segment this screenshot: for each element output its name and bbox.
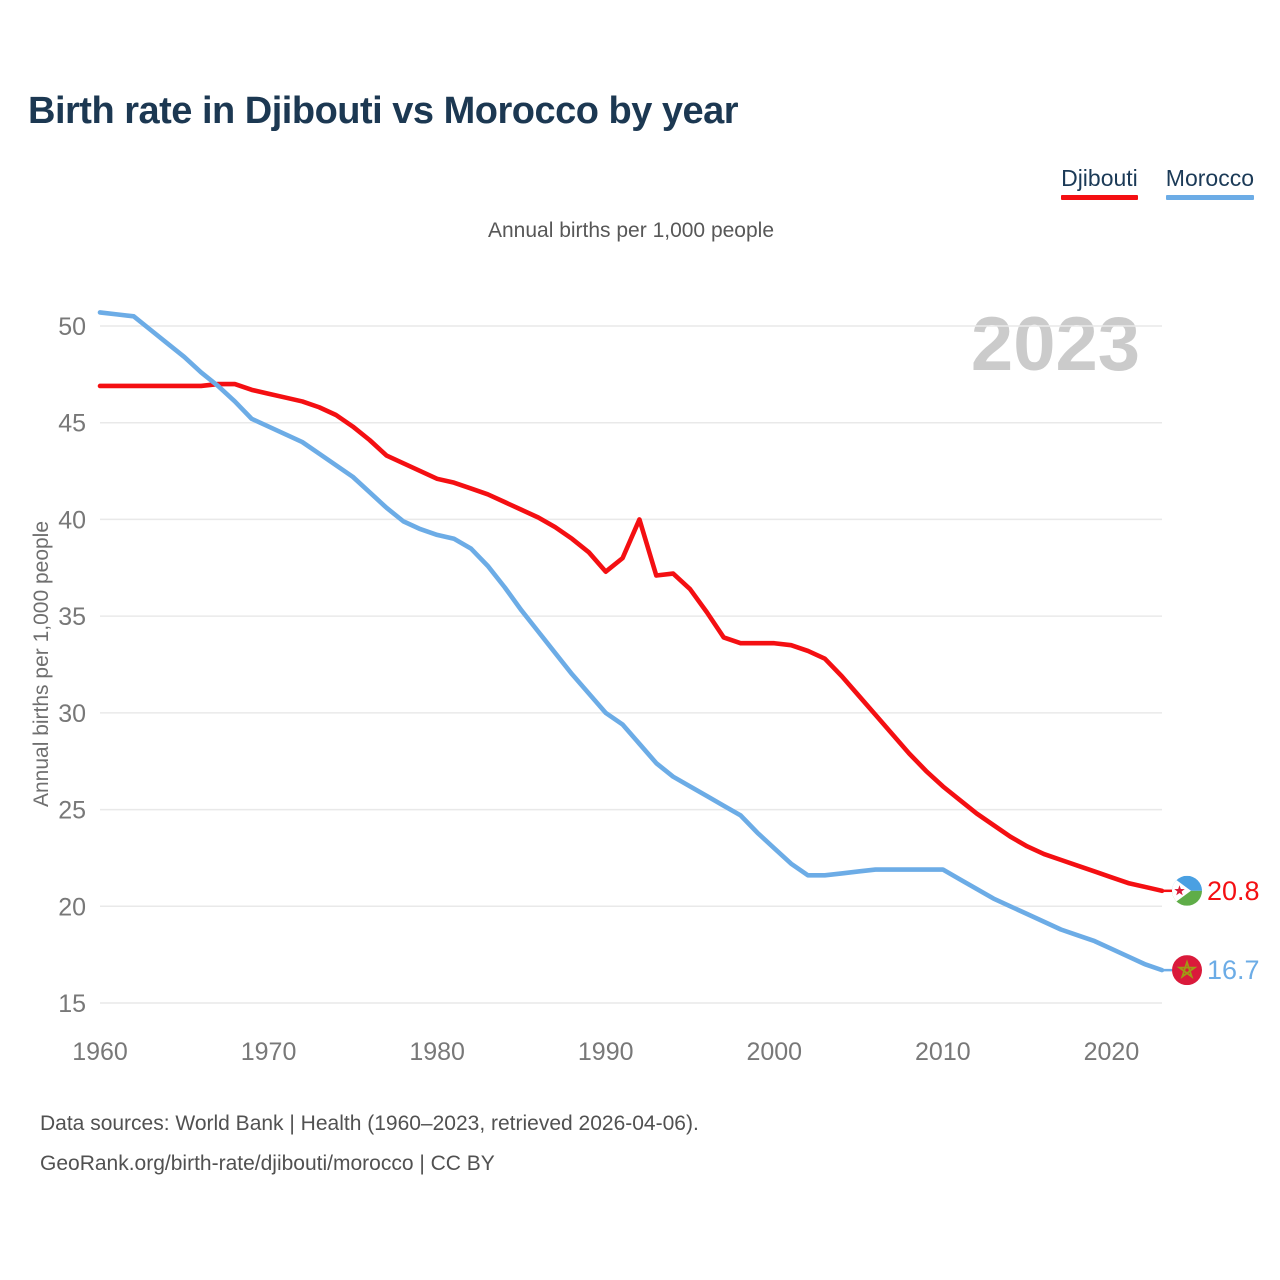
morocco-flag-icon <box>1172 955 1202 986</box>
x-tick-label: 1990 <box>578 1038 634 1066</box>
djibouti-flag-icon <box>1172 875 1202 906</box>
y-tick-label: 15 <box>58 990 86 1018</box>
x-tick-label: 2000 <box>746 1038 802 1066</box>
series-lines <box>97 310 1172 973</box>
y-tick-label: 25 <box>58 797 86 825</box>
legend-item-morocco[interactable]: Morocco <box>1165 165 1254 200</box>
x-tick-label: 2010 <box>915 1038 971 1066</box>
y-tick-label: 30 <box>58 700 86 728</box>
footer-attribution: GeoRank.org/birth-rate/djibouti/morocco … <box>40 1152 495 1175</box>
x-tick-label: 2020 <box>1084 1038 1140 1066</box>
y-tick-label: 20 <box>58 893 86 921</box>
chart-subtitle: Annual births per 1,000 people <box>487 219 775 242</box>
watermark-year: 2023 <box>971 302 1140 387</box>
footer-sources: Data sources: World Bank | Health (1960–… <box>40 1112 699 1135</box>
morocco-pentagram-icon <box>1176 959 1198 979</box>
footer: Data sources: World Bank | Health (1960–… <box>40 1104 699 1184</box>
legend-label-djibouti[interactable]: Djibouti <box>1061 165 1138 191</box>
series-line-djibouti <box>97 381 1165 894</box>
y-tick-label: 45 <box>58 410 86 438</box>
y-axis-title: Annual births per 1,000 people <box>30 521 53 807</box>
djibouti-star-icon <box>1174 885 1185 896</box>
y-tick-label: 50 <box>58 313 86 341</box>
legend-label-morocco[interactable]: Morocco <box>1165 165 1254 191</box>
end-value-djibouti: 20.8 <box>1207 876 1260 906</box>
x-tick-label: 1980 <box>409 1038 465 1066</box>
page-title: Birth rate in Djibouti vs Morocco by yea… <box>28 90 739 132</box>
y-tick-label: 40 <box>58 506 86 534</box>
series-line-morocco <box>97 310 1165 973</box>
y-tick-label: 35 <box>58 603 86 631</box>
legend-underline-morocco <box>1165 195 1254 200</box>
legend: Djibouti Morocco <box>1061 165 1254 200</box>
legend-item-djibouti[interactable]: Djibouti <box>1061 165 1138 200</box>
end-value-morocco: 16.7 <box>1207 955 1260 985</box>
legend-underline-djibouti <box>1061 195 1138 200</box>
gridlines <box>100 325 1162 1004</box>
x-axis-tick-labels: 1960 1970 1980 1990 2000 2010 2020 <box>72 1038 1139 1066</box>
y-axis-tick-labels: 15 20 25 30 35 40 45 50 <box>58 313 86 1018</box>
x-tick-label: 1960 <box>72 1038 128 1066</box>
x-tick-label: 1970 <box>241 1038 297 1066</box>
